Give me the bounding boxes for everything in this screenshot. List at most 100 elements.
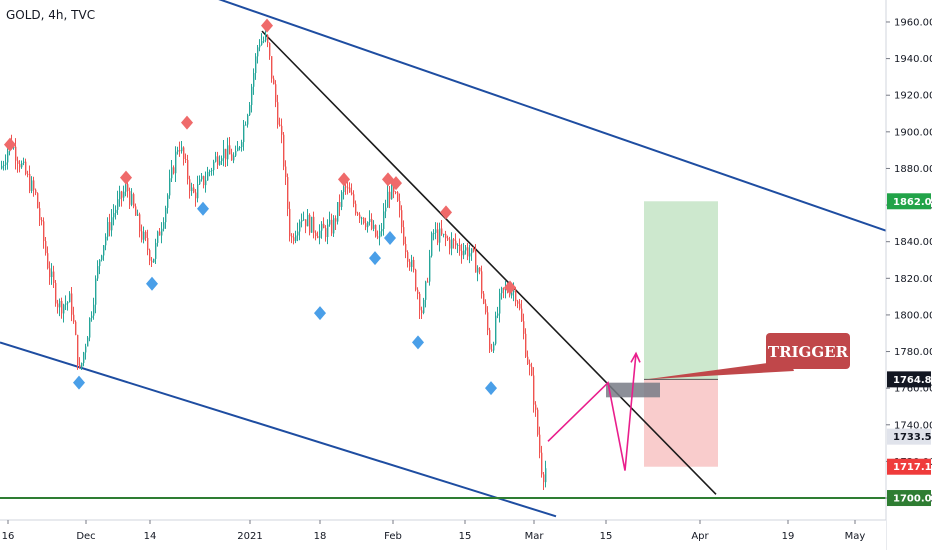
candle-body [369,218,371,222]
candle-body [297,231,299,236]
candle-body [85,346,87,353]
candle-body [183,147,185,160]
candle-body [495,315,497,344]
candle-body [445,233,447,239]
price-tick-label: 1800.00 [894,310,932,321]
price-tick-label: 1900.00 [894,127,932,138]
channel-lower-line [0,341,557,518]
candle-body [471,248,473,254]
candle-body [487,312,489,331]
candle-body [311,216,313,233]
candle-body [69,293,71,303]
time-axis-bg [0,520,886,550]
trigger-box [766,333,850,369]
peak-marker [440,205,452,220]
candle-body [479,267,481,272]
time-tick-label: 14 [144,531,157,542]
candle-body [439,228,441,243]
candle-body [329,219,331,225]
candle-body [313,216,315,233]
candle-body [295,235,297,241]
price-tick-label: 1940.00 [894,54,932,65]
candle-body [171,167,173,179]
candle-body [95,278,97,305]
price-tag-label: 1733.52 [893,432,932,443]
candle-body [109,222,111,231]
candle-body [275,84,277,103]
price-tick-label: 1880.00 [894,164,932,175]
time-tick-label: Mar [525,531,545,542]
price-tag-bg [887,428,931,445]
peak-marker [4,137,16,152]
candle-body [241,142,243,148]
candle-body [265,35,267,41]
candle-body [395,192,397,194]
candle-body [291,236,293,238]
price-tick-label: 1960.00 [894,17,932,28]
candle-body [283,134,285,167]
trigger-text: TRIGGER [768,343,849,361]
price-tag-bg [887,193,931,210]
candle-body [541,452,543,475]
candle-body [29,174,31,191]
candle-body [245,124,247,126]
candle-body [345,186,347,188]
candle-body [89,317,91,338]
candle-body [403,227,405,245]
time-axis: 16 Dec 14 2021 18 Feb 15 Mar 15 Apr 19 May [0,519,886,550]
candle-body [57,303,59,308]
candle-body [333,218,335,234]
time-tick-label: 16 [2,531,15,542]
candle-body [277,102,279,125]
candle-body [447,238,449,240]
candle-body [349,187,351,193]
time-tick-label: 18 [314,531,327,542]
candle-body [485,303,487,313]
candle-body [209,170,211,172]
candle-body [281,125,283,135]
candle-body [361,217,363,219]
candle-body [375,225,377,237]
candle-body [59,300,61,308]
candle-body [279,124,281,126]
peak-marker [390,176,402,191]
trend-lines [0,0,887,518]
candle-body [335,218,337,222]
price-tag-bg [887,490,931,507]
candle-body [337,202,339,222]
peak-marker [261,18,273,33]
candle-body [61,300,63,314]
candle-body [307,214,309,227]
candle-body [453,239,455,241]
candle-body [525,333,527,357]
trigger-pointer [646,360,794,380]
candle-body [17,160,19,164]
candle-body [425,281,427,300]
candle-body [151,260,153,263]
candle-body [379,231,381,238]
candle-body [39,208,41,221]
candle-body [87,337,89,347]
candle-body [115,209,117,214]
candle-body [431,233,433,256]
candle-body [233,155,235,161]
trigger-annotation: TRIGGER [646,333,850,380]
candle-body [523,321,525,334]
candle-body [167,195,169,208]
candle-body [81,362,83,368]
candle-body [77,334,79,365]
candle-body [221,158,223,162]
candle-body [377,236,379,238]
candle-body [493,343,495,351]
candle-body [435,229,437,233]
candle-body [51,271,53,278]
candle-body [181,147,183,152]
candle-body [249,105,251,116]
candle-body [451,239,453,249]
time-tick-label: 15 [600,531,613,542]
candle-body [449,239,451,249]
candle-body [393,185,395,193]
candle-body [317,236,319,238]
candle-body [477,267,479,273]
